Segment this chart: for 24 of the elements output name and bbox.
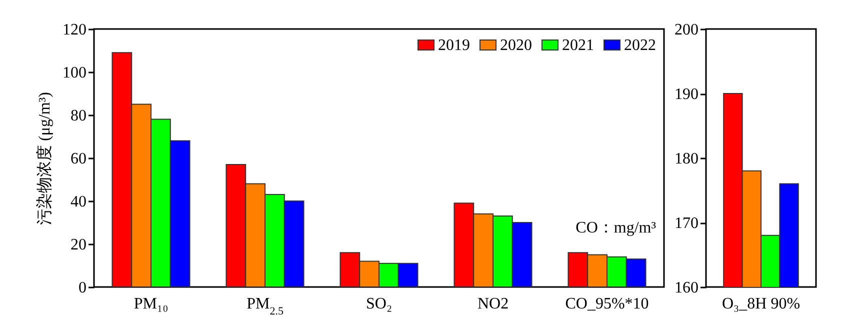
legend-label: 2021 [562,37,594,54]
x-tick-label: O₃_8H 90% [722,296,800,312]
y-tick-label: 120 [62,22,86,38]
y-tick-label: 170 [674,215,698,232]
y-tick-label: 100 [62,64,86,82]
x-tick-label: SO₂ [366,296,392,312]
y-tick-label: 40 [70,194,86,210]
y-tick-label: 160 [674,280,698,296]
x-tick-label: CO_95%*10 [565,296,649,312]
legend-label: 2020 [500,37,532,54]
y-tick-label: 190 [674,86,698,103]
legend-label: 2022 [624,37,656,54]
y-tick-label: 0 [78,280,86,296]
y-axis-title: 污染物浓度 (μg/m³) [36,92,54,225]
annotation: CO：mg/m³ [576,220,656,237]
x-tick-label: PM$_{2.5}$ [246,296,284,318]
x-tick-label: PM₁₀ [134,296,168,312]
y-tick-label: 20 [70,236,86,254]
legend-label: 2019 [438,37,470,54]
y-tick-label: 180 [674,150,698,168]
y-tick-label: 80 [70,108,86,124]
x-tick-label: NO2 [477,296,509,312]
y-tick-label: 60 [70,150,86,168]
y-tick-label: 200 [674,22,698,38]
